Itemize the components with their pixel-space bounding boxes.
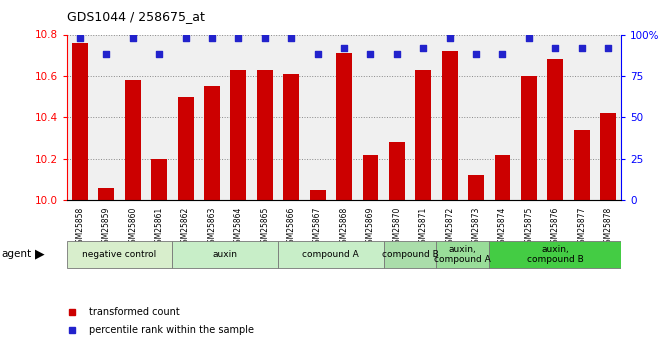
Bar [72, 43, 88, 200]
Bar [336, 53, 352, 200]
FancyBboxPatch shape [67, 241, 172, 268]
Point [128, 35, 138, 41]
Text: transformed count: transformed count [89, 307, 180, 317]
Bar [574, 130, 590, 200]
Text: compound A: compound A [303, 250, 359, 259]
Point [101, 52, 112, 57]
Bar [98, 188, 114, 200]
Point [550, 45, 560, 50]
Bar [178, 97, 194, 200]
Text: GDS1044 / 258675_at: GDS1044 / 258675_at [67, 10, 204, 23]
Bar [389, 142, 405, 200]
Point [154, 52, 164, 57]
FancyBboxPatch shape [489, 241, 621, 268]
Bar [468, 175, 484, 200]
Point [206, 35, 217, 41]
Bar [442, 51, 458, 200]
Text: compound B: compound B [381, 250, 438, 259]
Text: auxin: auxin [212, 250, 238, 259]
Point [497, 52, 508, 57]
Text: auxin,
compound B: auxin, compound B [527, 245, 584, 264]
Point [180, 35, 191, 41]
Point [444, 35, 455, 41]
Point [576, 45, 587, 50]
Text: negative control: negative control [82, 250, 157, 259]
Bar [125, 80, 141, 200]
Point [75, 35, 86, 41]
Bar [151, 159, 167, 200]
Text: percentile rank within the sample: percentile rank within the sample [89, 325, 254, 335]
Point [259, 35, 270, 41]
Point [391, 52, 402, 57]
Point [603, 45, 613, 50]
Point [418, 45, 429, 50]
Point [365, 52, 376, 57]
Point [233, 35, 244, 41]
FancyBboxPatch shape [278, 241, 383, 268]
Text: ▶: ▶ [35, 247, 44, 260]
FancyBboxPatch shape [383, 241, 436, 268]
Bar [204, 86, 220, 200]
FancyBboxPatch shape [172, 241, 278, 268]
Text: auxin,
compound A: auxin, compound A [434, 245, 491, 264]
Bar [415, 70, 431, 200]
Bar [310, 190, 325, 200]
Bar [363, 155, 378, 200]
Point [524, 35, 534, 41]
Bar [257, 70, 273, 200]
Point [312, 52, 323, 57]
Point [339, 45, 349, 50]
Bar [494, 155, 510, 200]
FancyBboxPatch shape [436, 241, 489, 268]
Bar [283, 74, 299, 200]
Bar [230, 70, 246, 200]
Text: agent: agent [1, 249, 31, 258]
Bar [600, 113, 616, 200]
Bar [547, 59, 563, 200]
Point [286, 35, 297, 41]
Point [471, 52, 482, 57]
Bar [521, 76, 537, 200]
